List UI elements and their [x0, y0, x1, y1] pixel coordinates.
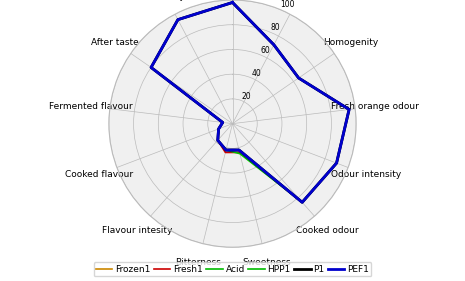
Legend: Frozen1, Fresh1, Acid, HPP1, P1, PEF1: Frozen1, Fresh1, Acid, HPP1, P1, PEF1: [93, 262, 372, 277]
